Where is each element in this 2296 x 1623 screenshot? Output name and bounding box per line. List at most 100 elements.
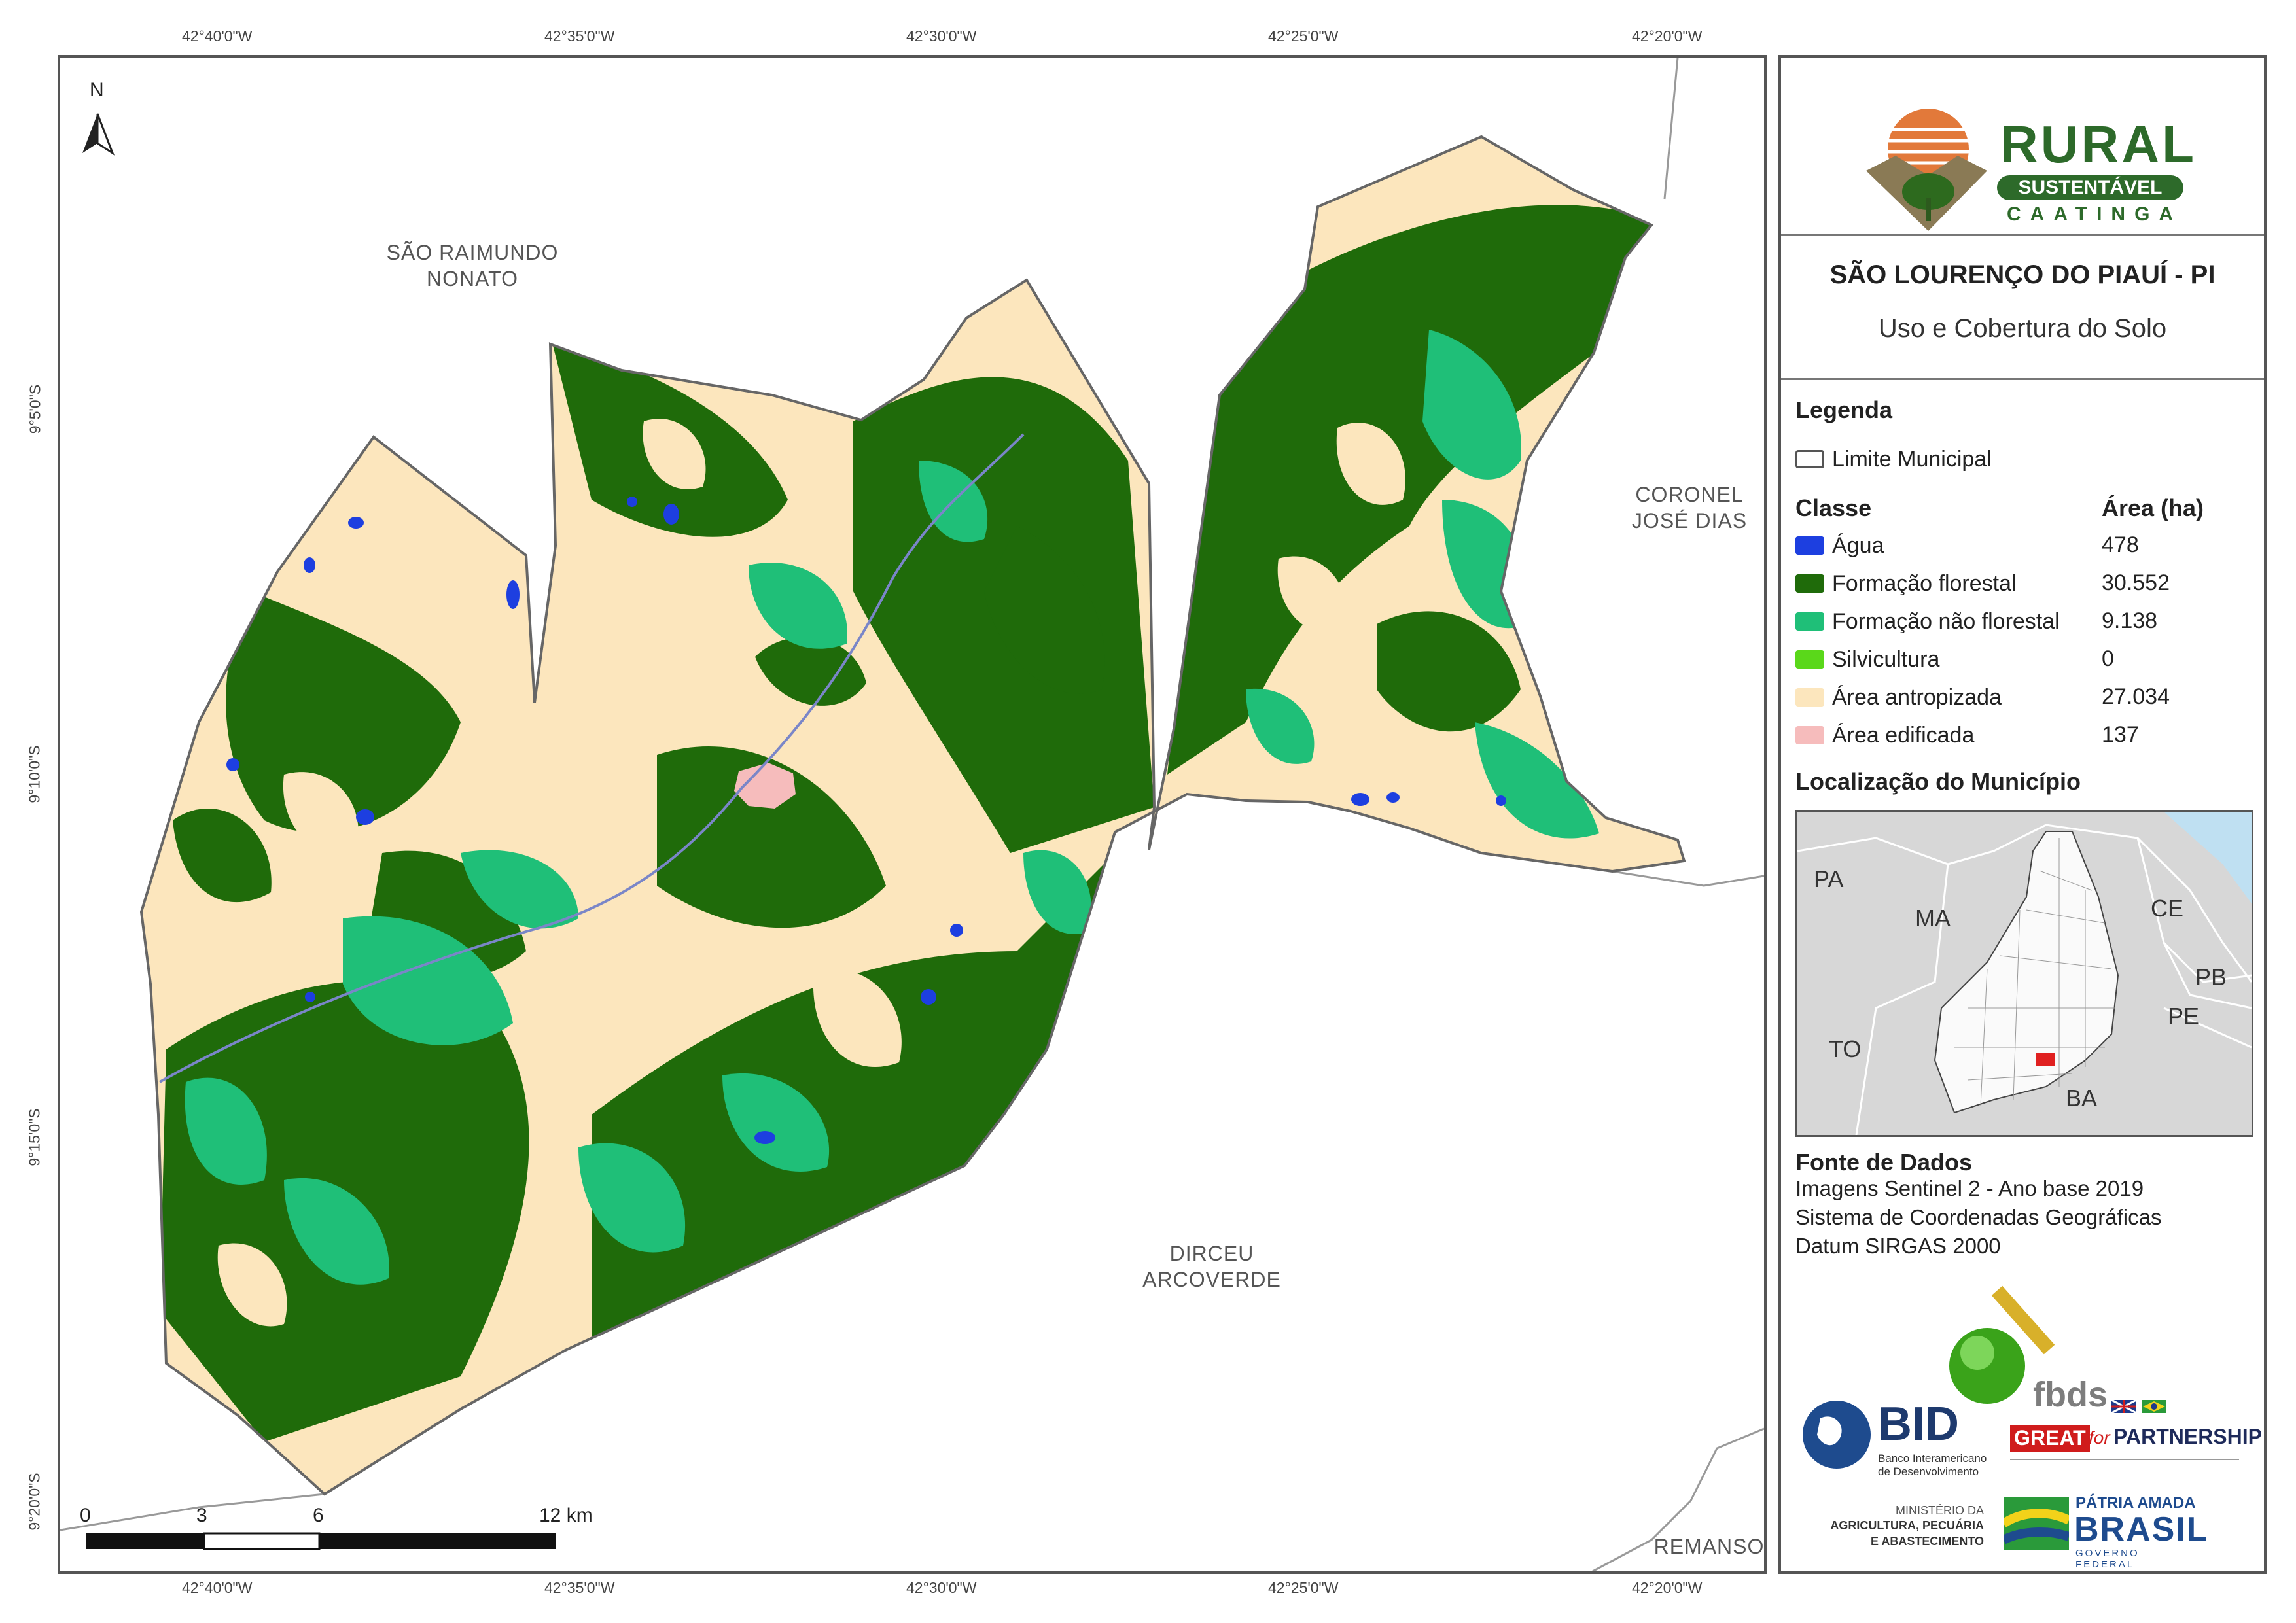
inset-map-svg: PA MA CE PB PE TO BA xyxy=(1797,812,2252,1135)
coord-top-2: 42°35'0"W xyxy=(544,27,615,44)
legend-item-area-antropizada: Área antropizada xyxy=(1795,684,2002,710)
map-frame[interactable]: N 0 3 6 12 km SÃO RAIMUNDO NONATO CORONE… xyxy=(58,55,1767,1574)
coord-top-3: 42°30'0"W xyxy=(906,27,977,44)
state-label-pe: PE xyxy=(2168,1003,2199,1030)
built-area xyxy=(734,763,796,809)
neighbor-remanso: REMANSO xyxy=(1653,1535,1765,1558)
land-cover-layer xyxy=(141,137,1684,1494)
area-area-edificada: 137 xyxy=(2102,722,2139,747)
legend-item-formacao-florestal: Formação florestal xyxy=(1795,570,2017,597)
neighbor-label-line2: JOSÉ DIAS xyxy=(1631,509,1748,532)
great-partnership-logo: GREAT for PARTNERSHIP xyxy=(2010,1399,2262,1471)
brasil-flag-icon xyxy=(2004,1497,2069,1550)
map-title: SÃO LOURENÇO DO PIAUÍ - PI xyxy=(1829,260,2216,289)
state-label-ba: BA xyxy=(2066,1085,2097,1111)
brasil-text: BRASIL xyxy=(2074,1510,2209,1548)
great-underline xyxy=(2010,1459,2239,1460)
legend-label: Área antropizada xyxy=(1832,684,2002,710)
patria-amada-text: PÁTRIA AMADA xyxy=(2075,1494,2196,1512)
map-subtitle: Uso e Cobertura do Solo xyxy=(1878,314,2167,343)
swatch-formacao-florestal xyxy=(1795,574,1824,593)
legend-item-formacao-nao-florestal: Formação não florestal xyxy=(1795,608,2060,635)
legend-label: Formação não florestal xyxy=(1832,608,2060,634)
coord-top-4: 42°25'0"W xyxy=(1268,27,1339,44)
north-label: N xyxy=(90,79,104,101)
coord-left-3: 9°15'0"S xyxy=(26,1108,43,1166)
state-label-pb: PB xyxy=(2195,964,2227,990)
fbds-emblem-icon xyxy=(1949,1285,2055,1404)
scale-bar: 0 3 6 12 km xyxy=(80,1505,593,1550)
swatch-silvicultura xyxy=(1795,650,1824,669)
source-line-1: Imagens Sentinel 2 - Ano base 2019 xyxy=(1795,1176,2144,1200)
state-label-ma: MA xyxy=(1915,905,1951,932)
neighbor-boundary xyxy=(1612,870,1764,887)
source-line-2: Sistema de Coordenadas Geográficas xyxy=(1795,1205,2162,1229)
panel-divider xyxy=(1781,234,2264,236)
bid-text: BID xyxy=(1878,1398,1959,1450)
sources-heading: Fonte de Dados xyxy=(1795,1149,1973,1176)
coord-top-5: 42°20'0"W xyxy=(1632,27,1703,44)
patria-amada-brasil-logo: PÁTRIA AMADA BRASIL GOVERNO FEDERAL xyxy=(2004,1494,2208,1570)
area-area-antropizada: 27.034 xyxy=(2102,684,2170,709)
location-inset-map[interactable]: PA MA CE PB PE TO BA xyxy=(1795,810,2253,1137)
great-for-text: for xyxy=(2089,1427,2110,1448)
logo-rural: RURAL xyxy=(2000,115,2197,173)
legend-label: Água xyxy=(1832,532,1884,558)
class-header: Classe xyxy=(1795,495,1872,521)
neighbor-label-line2: NONATO xyxy=(427,267,518,290)
legend-label: Silvicultura xyxy=(1832,646,1940,672)
boundary-label: Limite Municipal xyxy=(1832,446,1992,472)
governo-federal-text: GOVERNO FEDERAL xyxy=(2075,1548,2140,1570)
area-silvicultura: 0 xyxy=(2102,646,2114,671)
scale-label-3: 3 xyxy=(196,1505,207,1526)
state-label-to: TO xyxy=(1829,1036,1861,1062)
bid-subtext-2: de Desenvolvimento xyxy=(1878,1465,1979,1478)
coord-bottom-4: 42°25'0"W xyxy=(1268,1579,1339,1596)
legend-item-area-edificada: Área edificada xyxy=(1795,722,1974,748)
area-formacao-nao-florestal: 9.138 xyxy=(2102,608,2158,633)
swatch-area-edificada xyxy=(1795,726,1824,744)
area-header: Área (ha) xyxy=(2102,495,2204,521)
swatch-area-antropizada xyxy=(1795,688,1824,707)
boundary-swatch xyxy=(1795,450,1824,468)
legend-panel: RURAL SUSTENTÁVEL CAATINGA SÃO LOURENÇO … xyxy=(1778,55,2267,1574)
legend-label: Formação florestal xyxy=(1832,570,2017,596)
scale-label-12: 12 km xyxy=(539,1505,593,1526)
north-arrow-icon xyxy=(82,113,115,156)
neighbor-label-line2: ARCOVERDE xyxy=(1142,1268,1281,1291)
ministry-line-3: E ABASTECIMENTO xyxy=(1870,1534,1984,1548)
legend-heading: Legenda xyxy=(1795,396,1893,423)
flags-icon xyxy=(2111,1399,2166,1414)
coord-left-4: 9°20'0"S xyxy=(26,1473,43,1531)
coord-bottom-1: 42°40'0"W xyxy=(182,1579,253,1596)
fbds-logo: fbds xyxy=(1925,1278,2121,1428)
coord-bottom-2: 42°35'0"W xyxy=(544,1579,615,1596)
location-highlight xyxy=(2036,1053,2055,1066)
neighbor-sao-raimundo-nonato: SÃO RAIMUNDO NONATO xyxy=(335,239,610,292)
bid-globe-icon xyxy=(1803,1401,1871,1469)
ministry-line-1: MINISTÉRIO DA xyxy=(1895,1504,1984,1517)
scale-label-0: 0 xyxy=(80,1505,91,1526)
great-partnership-text: PARTNERSHIP xyxy=(2113,1425,2262,1448)
legend-label: Área edificada xyxy=(1832,722,1975,748)
ministry-logo: MINISTÉRIO DA AGRICULTURA, PECUÁRIA E AB… xyxy=(1820,1503,1984,1549)
coord-left-1: 9°5'0"S xyxy=(26,384,44,434)
neighbor-boundary xyxy=(1663,58,1679,200)
neighbor-coronel-jose-dias: CORONEL JOSÉ DIAS xyxy=(1598,481,1764,534)
coord-bottom-3: 42°30'0"W xyxy=(906,1579,977,1596)
neighbor-label-line1: SÃO RAIMUNDO xyxy=(386,241,559,264)
coord-left-2: 9°10'0"S xyxy=(26,745,43,803)
caatinga-emblem-icon xyxy=(1866,109,1987,231)
coord-top-1: 42°40'0"W xyxy=(182,27,253,44)
neighbor-dirceu-arcoverde: DIRCEU ARCOVERDE xyxy=(1107,1240,1316,1293)
state-label-ce: CE xyxy=(2151,895,2183,922)
municipal-boundary[interactable] xyxy=(139,135,1686,1496)
swatch-agua xyxy=(1795,536,1824,555)
swatch-formacao-nao-florestal xyxy=(1795,612,1824,631)
area-formacao-florestal: 30.552 xyxy=(2102,570,2170,595)
logo-sustentavel: SUSTENTÁVEL xyxy=(1997,175,2183,200)
rural-sustentavel-logo: RURAL SUSTENTÁVEL CAATINGA xyxy=(1860,94,2200,244)
land-cover-map[interactable]: N 0 3 6 12 km xyxy=(60,58,1764,1571)
area-agua: 478 xyxy=(2102,532,2139,557)
scale-label-6: 6 xyxy=(313,1505,324,1526)
